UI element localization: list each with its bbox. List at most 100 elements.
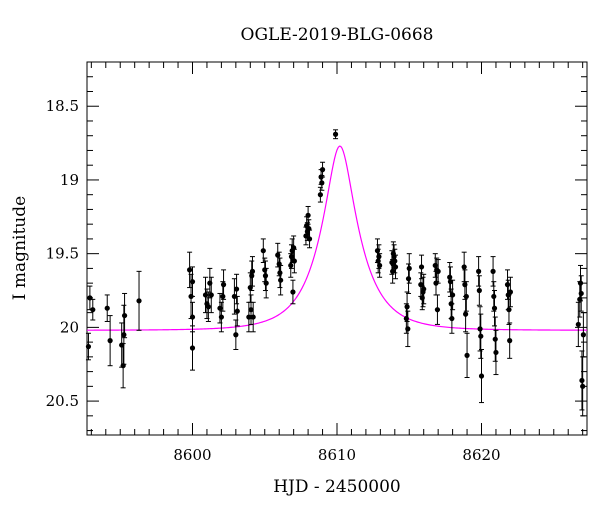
point-marker: [319, 180, 325, 186]
data-point: [450, 279, 456, 311]
point-marker: [234, 308, 240, 314]
point-marker: [249, 268, 256, 274]
point-marker: [291, 258, 297, 264]
data-point: [476, 256, 482, 287]
point-marker: [90, 307, 96, 313]
point-marker: [580, 332, 586, 338]
point-marker: [575, 321, 581, 328]
plot-border: [86, 61, 588, 436]
point-marker: [220, 293, 226, 300]
point-marker: [477, 326, 483, 332]
point-marker: [317, 192, 323, 198]
point-marker: [449, 315, 455, 322]
data-point: [463, 281, 469, 312]
point-marker: [208, 292, 214, 298]
data-point: [250, 301, 256, 333]
point-marker: [463, 293, 469, 300]
y-tick-label: 18.5: [46, 97, 79, 115]
data-point: [377, 253, 383, 278]
point-marker: [246, 314, 252, 320]
point-marker: [107, 338, 113, 344]
data-point: [208, 276, 214, 314]
point-marker: [578, 290, 584, 297]
point-marker: [250, 314, 256, 320]
point-marker: [262, 273, 269, 279]
data-point: [461, 251, 467, 283]
data-point: [233, 273, 240, 305]
point-marker: [491, 305, 498, 311]
point-marker: [121, 332, 127, 338]
point-marker: [85, 343, 92, 350]
point-marker: [187, 267, 193, 273]
data-point: [278, 264, 284, 296]
data-point: [476, 275, 482, 306]
data-point: [234, 295, 240, 327]
point-marker: [288, 262, 294, 269]
data-point: [104, 294, 110, 322]
data-point: [493, 329, 499, 376]
minor-ticks: [87, 61, 587, 435]
data-point: [578, 275, 584, 312]
data-point: [136, 270, 142, 331]
x-tick-label: 8620: [462, 446, 500, 464]
point-marker: [450, 292, 456, 298]
data-point: [478, 313, 484, 359]
point-marker: [288, 254, 295, 260]
data-point: [277, 257, 283, 289]
data-point: [189, 325, 196, 371]
point-marker: [248, 307, 254, 313]
point-marker: [506, 307, 512, 313]
data-point: [121, 292, 128, 339]
point-marker: [464, 352, 470, 358]
data-point: [233, 319, 239, 350]
point-marker: [492, 336, 498, 342]
point-marker: [463, 311, 469, 317]
data-point: [231, 278, 237, 315]
model-curve: [87, 145, 587, 331]
data-points-layer: [85, 129, 586, 417]
point-marker: [435, 268, 441, 274]
point-marker: [278, 277, 284, 283]
data-point: [189, 266, 196, 297]
point-marker: [490, 268, 496, 274]
y-tick-label: 19.5: [46, 245, 79, 263]
point-marker: [305, 212, 311, 218]
point-marker: [476, 268, 482, 274]
point-marker: [421, 286, 427, 292]
point-marker: [493, 349, 499, 356]
point-marker: [507, 338, 513, 344]
point-marker: [507, 289, 514, 295]
x-axis-label: HJD - 2450000: [273, 477, 401, 497]
data-point: [249, 256, 256, 287]
y-tick-label: 20.5: [46, 392, 79, 410]
data-point: [405, 263, 412, 294]
data-point: [478, 348, 485, 404]
point-marker: [231, 293, 237, 300]
data-point: [306, 229, 313, 249]
point-marker: [205, 304, 211, 310]
point-marker: [377, 262, 383, 269]
data-point: [85, 332, 92, 361]
point-marker: [233, 286, 240, 292]
point-marker: [136, 298, 142, 304]
x-tick-label: 8600: [173, 446, 211, 464]
data-point: [319, 175, 325, 191]
point-marker: [405, 276, 412, 282]
point-marker: [392, 258, 398, 264]
point-marker: [263, 280, 269, 286]
data-point: [464, 332, 470, 379]
data-point: [290, 279, 296, 305]
data-point: [248, 294, 254, 325]
data-point: [262, 260, 269, 292]
data-point: [477, 306, 483, 352]
model-curve-layer: [87, 145, 587, 331]
y-axis-label: I magnitude: [10, 196, 30, 300]
point-marker: [406, 265, 412, 272]
point-marker: [189, 279, 196, 285]
point-marker: [434, 307, 441, 313]
data-point: [305, 205, 311, 225]
point-marker: [277, 270, 283, 276]
data-point: [405, 310, 411, 348]
point-marker: [504, 282, 511, 288]
data-point: [507, 322, 513, 359]
